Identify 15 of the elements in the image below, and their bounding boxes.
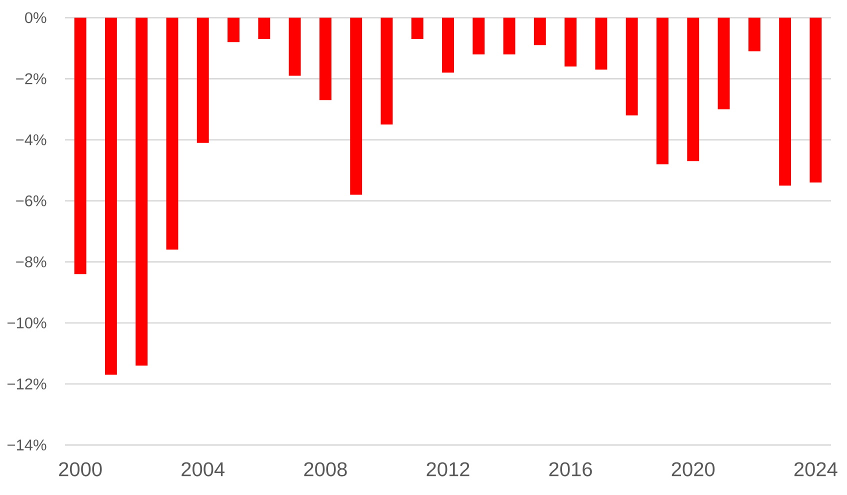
y-tick-label: −2%	[16, 73, 46, 84]
x-tick-label: 2024	[794, 462, 838, 476]
x-tick-label: 2016	[549, 462, 592, 476]
x-tick-label: 2012	[426, 462, 470, 476]
y-tick-label: −14%	[7, 440, 46, 450]
y-tick-label: 0%	[25, 12, 46, 24]
x-tick-label: 2020	[672, 462, 715, 476]
y-tick-label: −8%	[16, 256, 46, 268]
x-tick-label: 2004	[182, 462, 225, 476]
x-tick-label: 2008	[304, 462, 347, 476]
y-tick-label: −10%	[7, 317, 46, 328]
y-tick-label: −12%	[7, 378, 46, 390]
x-tick-label: 2000	[59, 462, 102, 476]
y-tick-label: −6%	[16, 195, 46, 206]
y-tick-label: −4%	[16, 134, 46, 146]
